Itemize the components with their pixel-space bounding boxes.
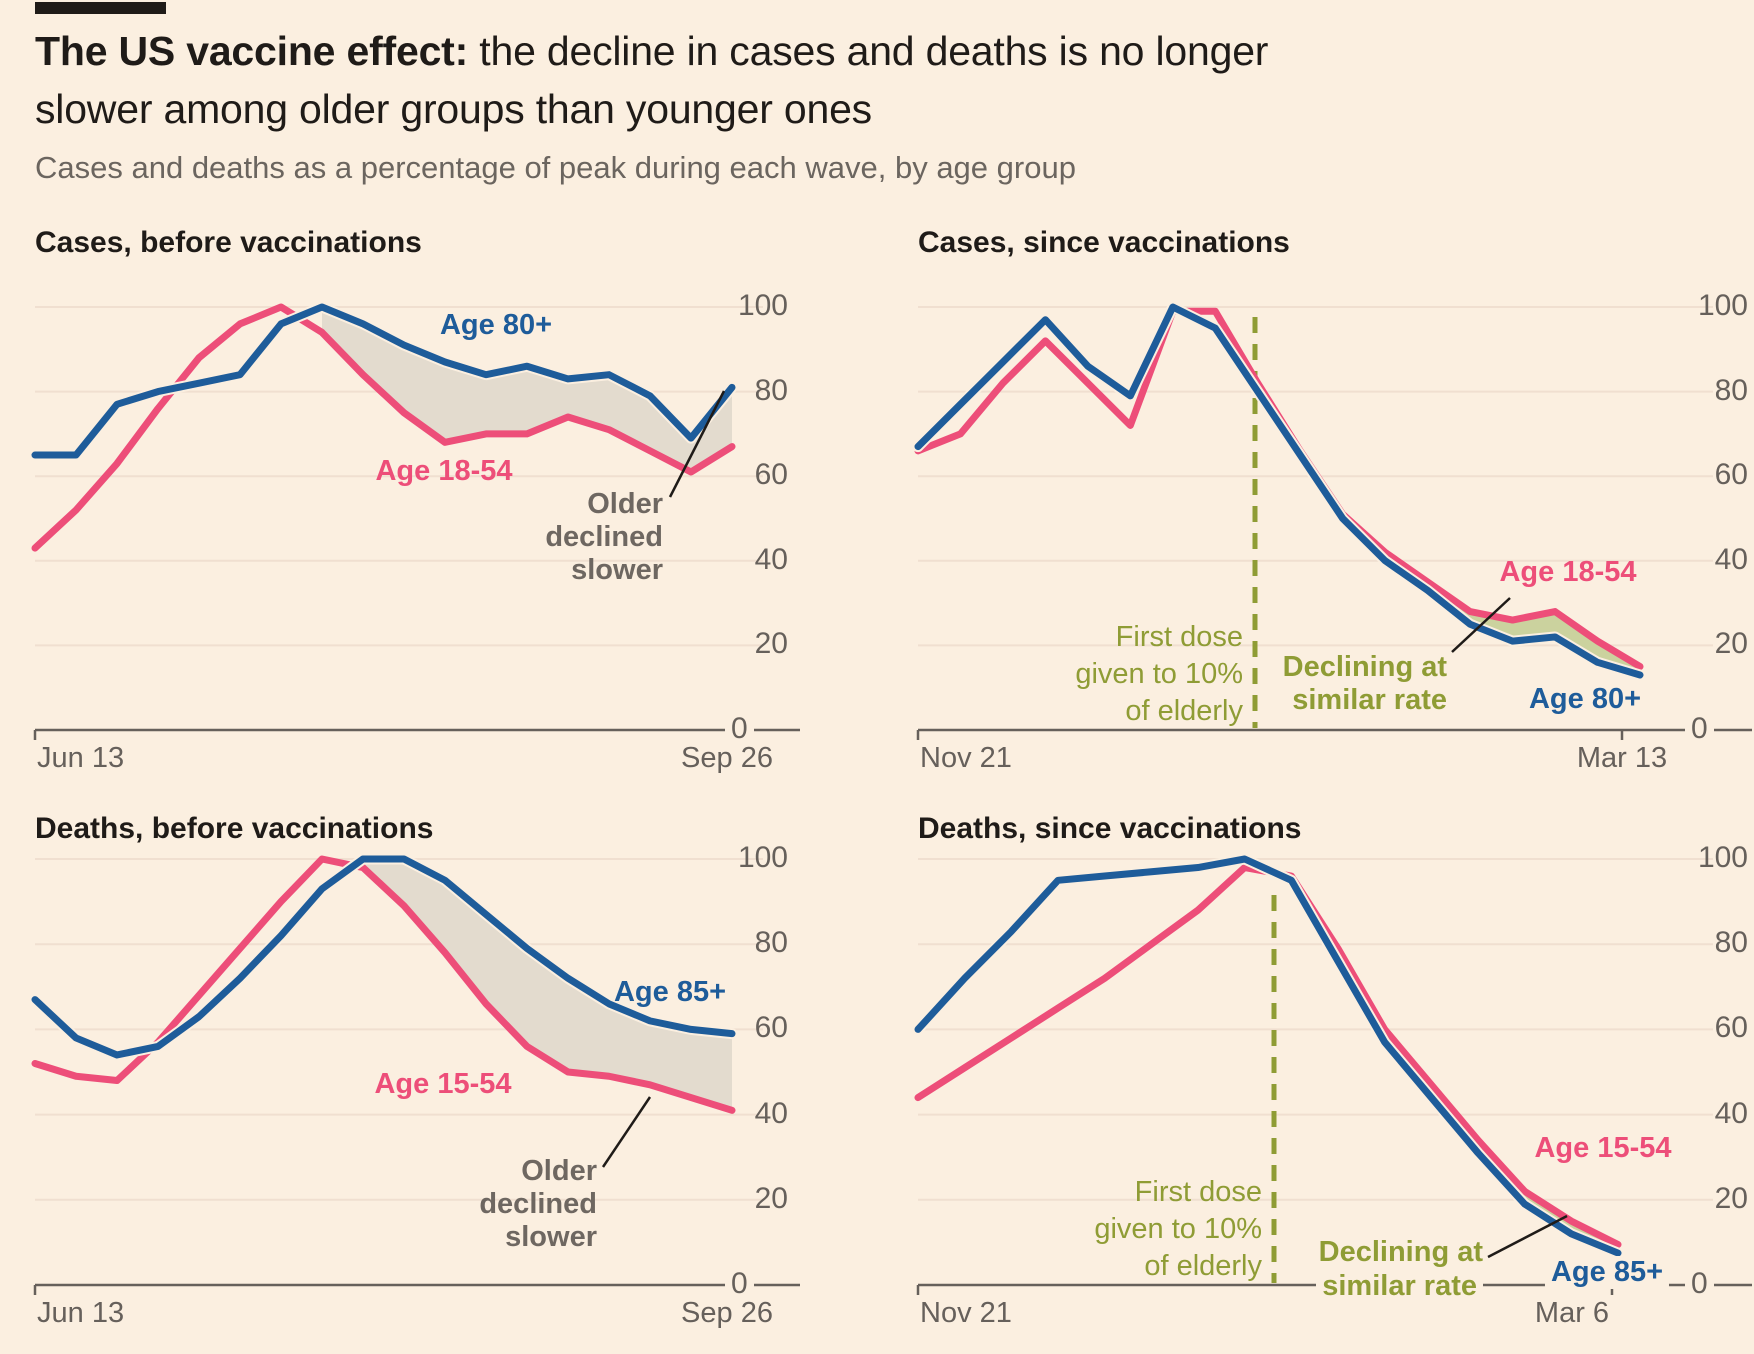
cases-before-label-older-declined-slower: declined	[545, 521, 663, 553]
cases-since-age-80-line	[914, 303, 1644, 679]
cases-before-label-age-80: Age 80+	[439, 309, 553, 341]
brand-bar	[35, 2, 166, 14]
cases-before-label-age-18-54: Age 18-54	[375, 455, 513, 487]
deaths-since-y-tick-label: 60	[1714, 1011, 1748, 1045]
cases-before-age-80-line	[31, 303, 736, 459]
deaths-before-label-older-declined-slower: slower	[505, 1221, 597, 1253]
cases-since-label-declining-at-similar-rate: Declining at	[1282, 651, 1447, 683]
deaths-before-y-zero-label: 0	[725, 1267, 754, 1301]
deaths-since-y-tick-label: 40	[1714, 1096, 1748, 1130]
cases-since-y-tick-label: 60	[1714, 458, 1748, 492]
deaths-since-label-age-15-54: Age 15-54	[1534, 1132, 1672, 1164]
page-title: The US vaccine effect: the decline in ca…	[35, 22, 1268, 138]
cases-before-label-older-declined-slower: slower	[571, 554, 663, 586]
cases-before-x-tick-label: Sep 26	[681, 742, 773, 774]
cases-since-x-tick-label: Nov 21	[920, 742, 1012, 774]
deaths-before-annotation-pointer-line	[601, 1096, 652, 1168]
deaths-since-y-zero-label: 0	[1685, 1267, 1714, 1301]
deaths-since-label-age-85: Age 85+	[1544, 1256, 1670, 1289]
deaths-since-green-fill	[1291, 876, 1618, 1254]
cases-before-y-zero-label: 0	[725, 712, 754, 746]
deaths-since-label-first-dose-given-to-10-of-elderly: given to 10%	[1094, 1213, 1262, 1245]
deaths-before-gray-fill	[363, 859, 732, 1111]
deaths-since-label-first-dose-given-to-10-of-elderly: First dose	[1134, 1176, 1262, 1208]
cases-before-y-tick-label: 60	[754, 458, 788, 492]
deaths-before-x-tick-label: Sep 26	[681, 1297, 773, 1329]
cases-since-label-age-18-54: Age 18-54	[1499, 556, 1637, 588]
cases-since-label-age-80: Age 80+	[1528, 683, 1642, 715]
cases-since-y-tick-label: 20	[1714, 627, 1748, 661]
cases-since-y-tick-label: 40	[1714, 542, 1748, 576]
cases-since-title: Cases, since vaccinations	[918, 226, 1290, 259]
cases-since-annotation-pointer-line	[1451, 597, 1511, 653]
deaths-before-title: Deaths, before vaccinations	[35, 812, 434, 845]
cases-since-label-first-dose-given-to-10-of-elderly: of elderly	[1125, 695, 1243, 727]
deaths-since-title: Deaths, since vaccinations	[918, 812, 1302, 845]
cases-since-label-first-dose-given-to-10-of-elderly: given to 10%	[1075, 658, 1243, 690]
cases-since-x-tick-label: Mar 13	[1576, 742, 1668, 774]
cases-before-x-tick-label: Jun 13	[37, 742, 125, 774]
deaths-since-label-declining-at-similar-rate: similar rate	[1316, 1270, 1483, 1303]
deaths-before-y-tick-label: 100	[737, 841, 788, 874]
deaths-before-y-tick-label: 20	[754, 1181, 788, 1215]
deaths-since-age-85-line	[914, 855, 1622, 1257]
figure-subtitle: Cases and deaths as a percentage of peak…	[35, 150, 1076, 185]
cases-since-y-tick-label: 100	[1697, 289, 1748, 322]
cases-before-gray-fill	[322, 307, 732, 472]
cases-before-y-tick-label: 100	[737, 289, 788, 322]
page-title-bold: The US vaccine effect:	[35, 28, 469, 74]
deaths-since-label-first-dose-given-to-10-of-elderly: of elderly	[1144, 1250, 1262, 1282]
deaths-since-label-declining-at-similar-rate: Declining at	[1318, 1236, 1483, 1268]
page-title-rest: the decline in cases and deaths is no lo…	[468, 28, 1269, 74]
page-title-line1: The US vaccine effect: the decline in ca…	[35, 22, 1268, 80]
deaths-since-annotation-pointer-line	[1487, 1214, 1568, 1259]
deaths-since-x-tick-label: Nov 21	[920, 1297, 1012, 1329]
page-title-line2: slower among older groups than younger o…	[35, 86, 872, 132]
deaths-before-label-older-declined-slower: declined	[479, 1188, 597, 1220]
deaths-before-y-tick-label: 40	[754, 1096, 788, 1130]
deaths-before-label-older-declined-slower: Older	[521, 1155, 597, 1187]
cases-since-label-first-dose-given-to-10-of-elderly: First dose	[1115, 621, 1243, 653]
deaths-before-y-tick-label: 60	[754, 1011, 788, 1045]
cases-before-age-18-54-line	[31, 303, 736, 552]
cases-before-label-older-declined-slower: Older	[587, 488, 663, 520]
deaths-before-age-85-line	[31, 855, 736, 1059]
cases-before-y-tick-label: 20	[754, 627, 788, 661]
deaths-before-label-age-15-54: Age 15-54	[374, 1068, 512, 1100]
cases-before-annotation-pointer-line	[668, 390, 726, 498]
cases-since-age-18-54-line	[914, 307, 1644, 671]
cases-since-label-declining-at-similar-rate: similar rate	[1292, 684, 1447, 716]
cases-since-y-tick-label: 80	[1714, 373, 1748, 407]
deaths-since-y-tick-label: 80	[1714, 926, 1748, 960]
deaths-since-x-tick-label: Mar 6	[1534, 1297, 1610, 1329]
deaths-since-y-tick-label: 100	[1697, 841, 1748, 874]
cases-before-y-tick-label: 80	[754, 373, 788, 407]
deaths-since-y-tick-label: 20	[1714, 1181, 1748, 1215]
deaths-before-x-tick-label: Jun 13	[37, 1297, 125, 1329]
cases-before-y-tick-label: 40	[754, 542, 788, 576]
cases-before-title: Cases, before vaccinations	[35, 226, 422, 259]
deaths-before-y-tick-label: 80	[754, 926, 788, 960]
cases-since-y-zero-label: 0	[1685, 712, 1714, 746]
deaths-before-label-age-85: Age 85+	[613, 976, 727, 1008]
